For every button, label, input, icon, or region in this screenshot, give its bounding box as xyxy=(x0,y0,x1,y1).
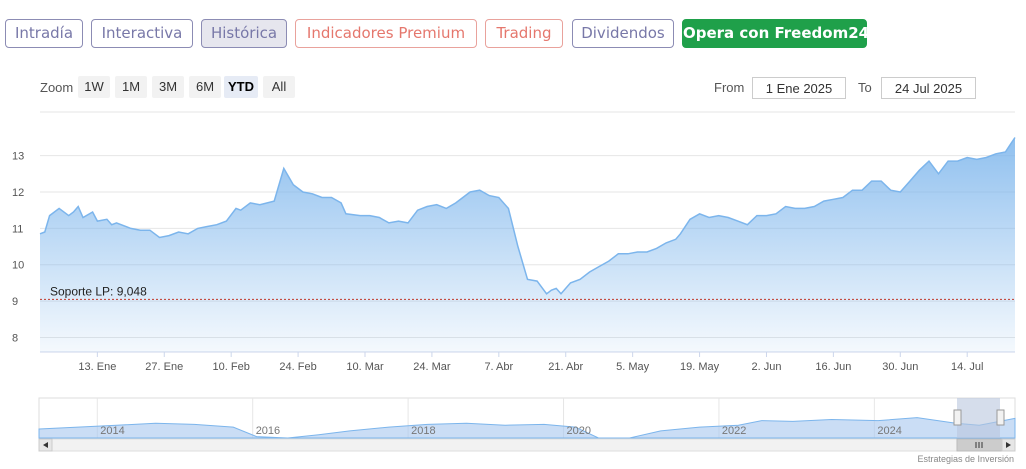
x-tick-label: 2. Jun xyxy=(751,361,781,373)
navigator-tick-label: 2014 xyxy=(100,425,124,437)
y-tick-label: 8 xyxy=(12,332,18,344)
x-tick-label: 19. May xyxy=(680,361,720,373)
zoom-ytd-button[interactable]: YTD xyxy=(224,76,258,98)
from-label: From xyxy=(714,80,745,95)
navigator-right-handle[interactable] xyxy=(996,409,1005,426)
navigator-tick-label: 2024 xyxy=(877,425,901,437)
zoom-label: Zoom xyxy=(40,80,74,95)
zoom-3m-button[interactable]: 3M xyxy=(152,76,184,98)
chart-credit[interactable]: Estrategias de Inversión xyxy=(917,454,1014,464)
y-tick-label: 9 xyxy=(12,296,18,308)
price-area xyxy=(40,137,1015,352)
to-label: To xyxy=(858,80,872,95)
scroll-left-arrow-icon xyxy=(43,442,48,448)
x-tick-label: 5. May xyxy=(616,361,650,373)
navigator-tick-label: 2022 xyxy=(722,425,746,437)
x-tick-label: 14. Jul xyxy=(951,361,983,373)
tab-intradia[interactable]: Intradía xyxy=(5,19,83,48)
x-tick-label: 10. Feb xyxy=(213,361,250,373)
to-date-input[interactable] xyxy=(881,77,976,99)
y-tick-label: 11 xyxy=(12,223,23,235)
x-tick-label: 13. Ene xyxy=(78,361,116,373)
zoom-all-button[interactable]: All xyxy=(263,76,295,98)
scroll-right-arrow-icon xyxy=(1006,442,1011,448)
x-tick-label: 30. Jun xyxy=(882,361,918,373)
zoom-1m-button[interactable]: 1M xyxy=(115,76,147,98)
tab-trading[interactable]: Trading xyxy=(485,19,563,48)
tab-interactiva[interactable]: Interactiva xyxy=(91,19,193,48)
y-tick-label: 13 xyxy=(12,151,24,163)
y-tick-label: 10 xyxy=(12,260,24,272)
x-tick-label: 10. Mar xyxy=(346,361,384,373)
navigator-area xyxy=(38,417,1016,439)
y-axis: 8 9 10 11 12 13 xyxy=(12,151,24,345)
navigator-selection[interactable] xyxy=(957,398,1000,438)
navigator-left-handle[interactable] xyxy=(953,409,962,426)
navigator[interactable]: 2014 2016 2018 2020 2022 2024 xyxy=(38,397,1016,439)
navigator-tick-label: 2020 xyxy=(567,425,591,437)
tab-dividendos[interactable]: Dividendos xyxy=(572,19,674,48)
tab-historica[interactable]: Histórica xyxy=(201,19,287,48)
from-date-input[interactable] xyxy=(752,77,846,99)
tab-indicadores-premium[interactable]: Indicadores Premium xyxy=(295,19,477,48)
x-axis: 13. Ene 27. Ene 10. Feb 24. Feb 10. Mar 24. M… xyxy=(40,351,1015,373)
y-tick-label: 12 xyxy=(12,187,24,199)
x-tick-label: 7. Abr xyxy=(484,361,513,373)
scroll-grip-icon xyxy=(975,442,983,448)
navigator-tick-label: 2016 xyxy=(256,425,280,437)
x-tick-label: 27. Ene xyxy=(145,361,183,373)
x-tick-label: 21. Abr xyxy=(548,361,583,373)
scrollbar[interactable] xyxy=(38,438,1016,452)
price-line xyxy=(39,137,1016,295)
freedom24-button[interactable]: Opera con Freedom24 xyxy=(682,19,869,48)
navigator-tick-label: 2018 xyxy=(411,425,435,437)
x-tick-label: 24. Mar xyxy=(413,361,451,373)
x-tick-label: 24. Feb xyxy=(279,361,316,373)
x-tick-label: 16. Jun xyxy=(815,361,851,373)
support-label: Soporte LP: 9,048 xyxy=(50,284,147,298)
zoom-6m-button[interactable]: 6M xyxy=(189,76,221,98)
zoom-1w-button[interactable]: 1W xyxy=(78,76,110,98)
